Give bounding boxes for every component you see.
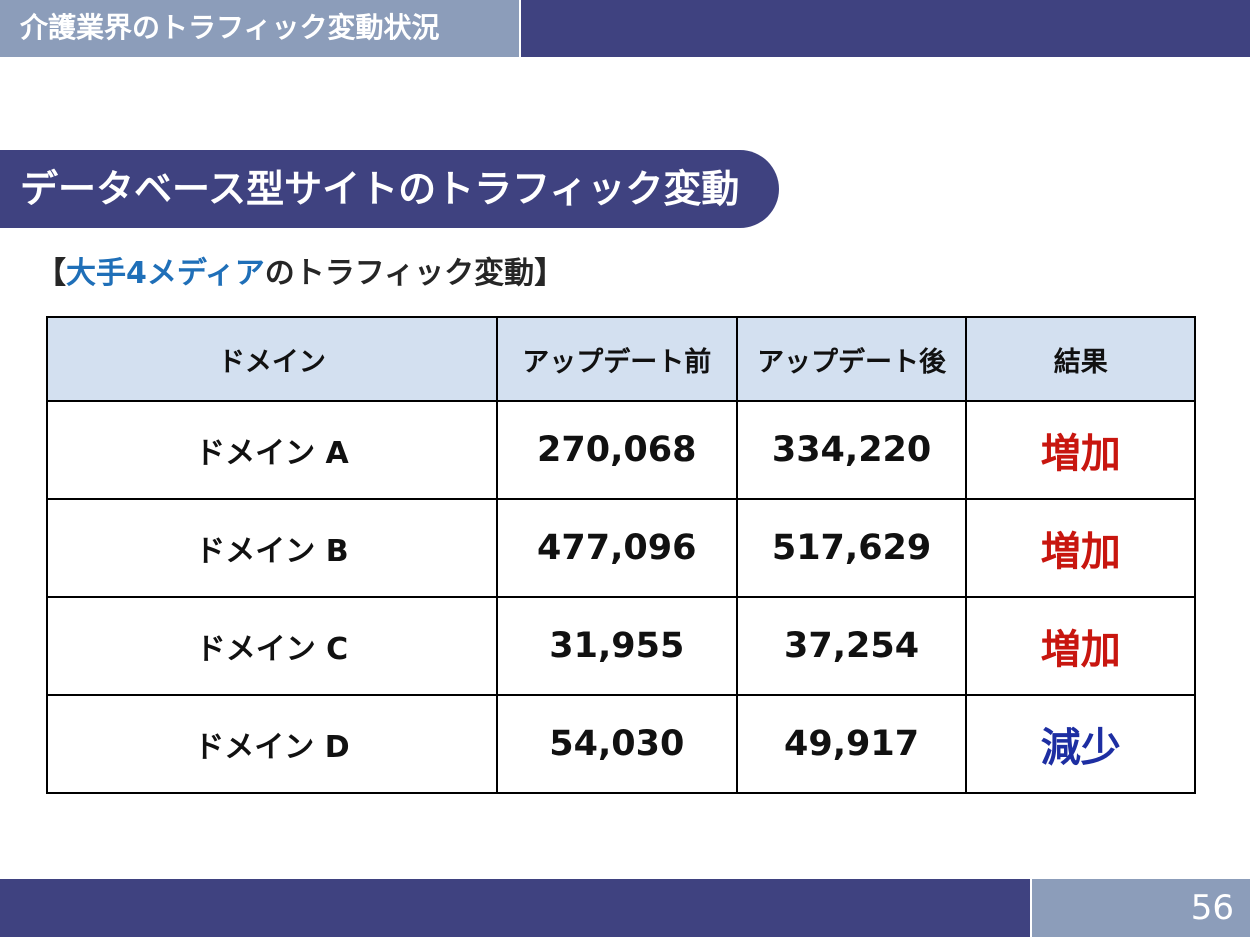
cell-result: 増加: [965, 498, 1196, 598]
cell-domain: ドメイン C: [46, 596, 498, 696]
cell-result: 増加: [965, 400, 1196, 500]
column-header-before: アップデート前: [495, 316, 738, 402]
cell-after: 334,220: [735, 400, 968, 500]
page-number-box: 56: [1032, 879, 1250, 937]
table-subheading: 【大手4メディアのトラフィック変動】: [36, 254, 564, 294]
cell-result: 減少: [965, 694, 1196, 794]
page-title: 介護業界のトラフィック変動状況: [20, 11, 440, 44]
traffic-table: ドメイン アップデート前 アップデート後 結果 ドメイン A 270,068 3…: [46, 316, 1196, 794]
cell-result: 増加: [965, 596, 1196, 696]
cell-before: 54,030: [495, 694, 738, 794]
top-decorative-band: [521, 0, 1250, 57]
footer-band: [0, 879, 1030, 937]
subheading-accent: 大手4メディア: [66, 256, 265, 291]
column-header-result: 結果: [965, 316, 1196, 402]
cell-domain: ドメイン B: [46, 498, 498, 598]
column-header-after: アップデート後: [735, 316, 968, 402]
subheading-rest: のトラフィック変動: [264, 256, 535, 291]
subheading-open-bracket: 【: [36, 256, 66, 291]
cell-after: 37,254: [735, 596, 968, 696]
table-header-row: ドメイン アップデート前 アップデート後 結果: [46, 316, 1196, 402]
cell-after: 517,629: [735, 498, 968, 598]
section-title-pill: データベース型サイトのトラフィック変動: [0, 150, 779, 228]
top-header-bar: 介護業界のトラフィック変動状況: [0, 0, 1250, 57]
table-row: ドメイン B 477,096 517,629 増加: [46, 498, 1196, 598]
table-row: ドメイン C 31,955 37,254 増加: [46, 596, 1196, 696]
subheading-close-bracket: 】: [534, 256, 565, 291]
cell-after: 49,917: [735, 694, 968, 794]
cell-before: 270,068: [495, 400, 738, 500]
cell-domain: ドメイン A: [46, 400, 498, 500]
cell-domain: ドメイン D: [46, 694, 498, 794]
column-header-domain: ドメイン: [46, 316, 498, 402]
cell-before: 31,955: [495, 596, 738, 696]
cell-before: 477,096: [495, 498, 738, 598]
table-row: ドメイン A 270,068 334,220 増加: [46, 400, 1196, 500]
table-row: ドメイン D 54,030 49,917 減少: [46, 694, 1196, 794]
section-title: データベース型サイトのトラフィック変動: [20, 167, 740, 211]
top-title-box: 介護業界のトラフィック変動状況: [0, 0, 519, 57]
page-number: 56: [1190, 888, 1234, 928]
